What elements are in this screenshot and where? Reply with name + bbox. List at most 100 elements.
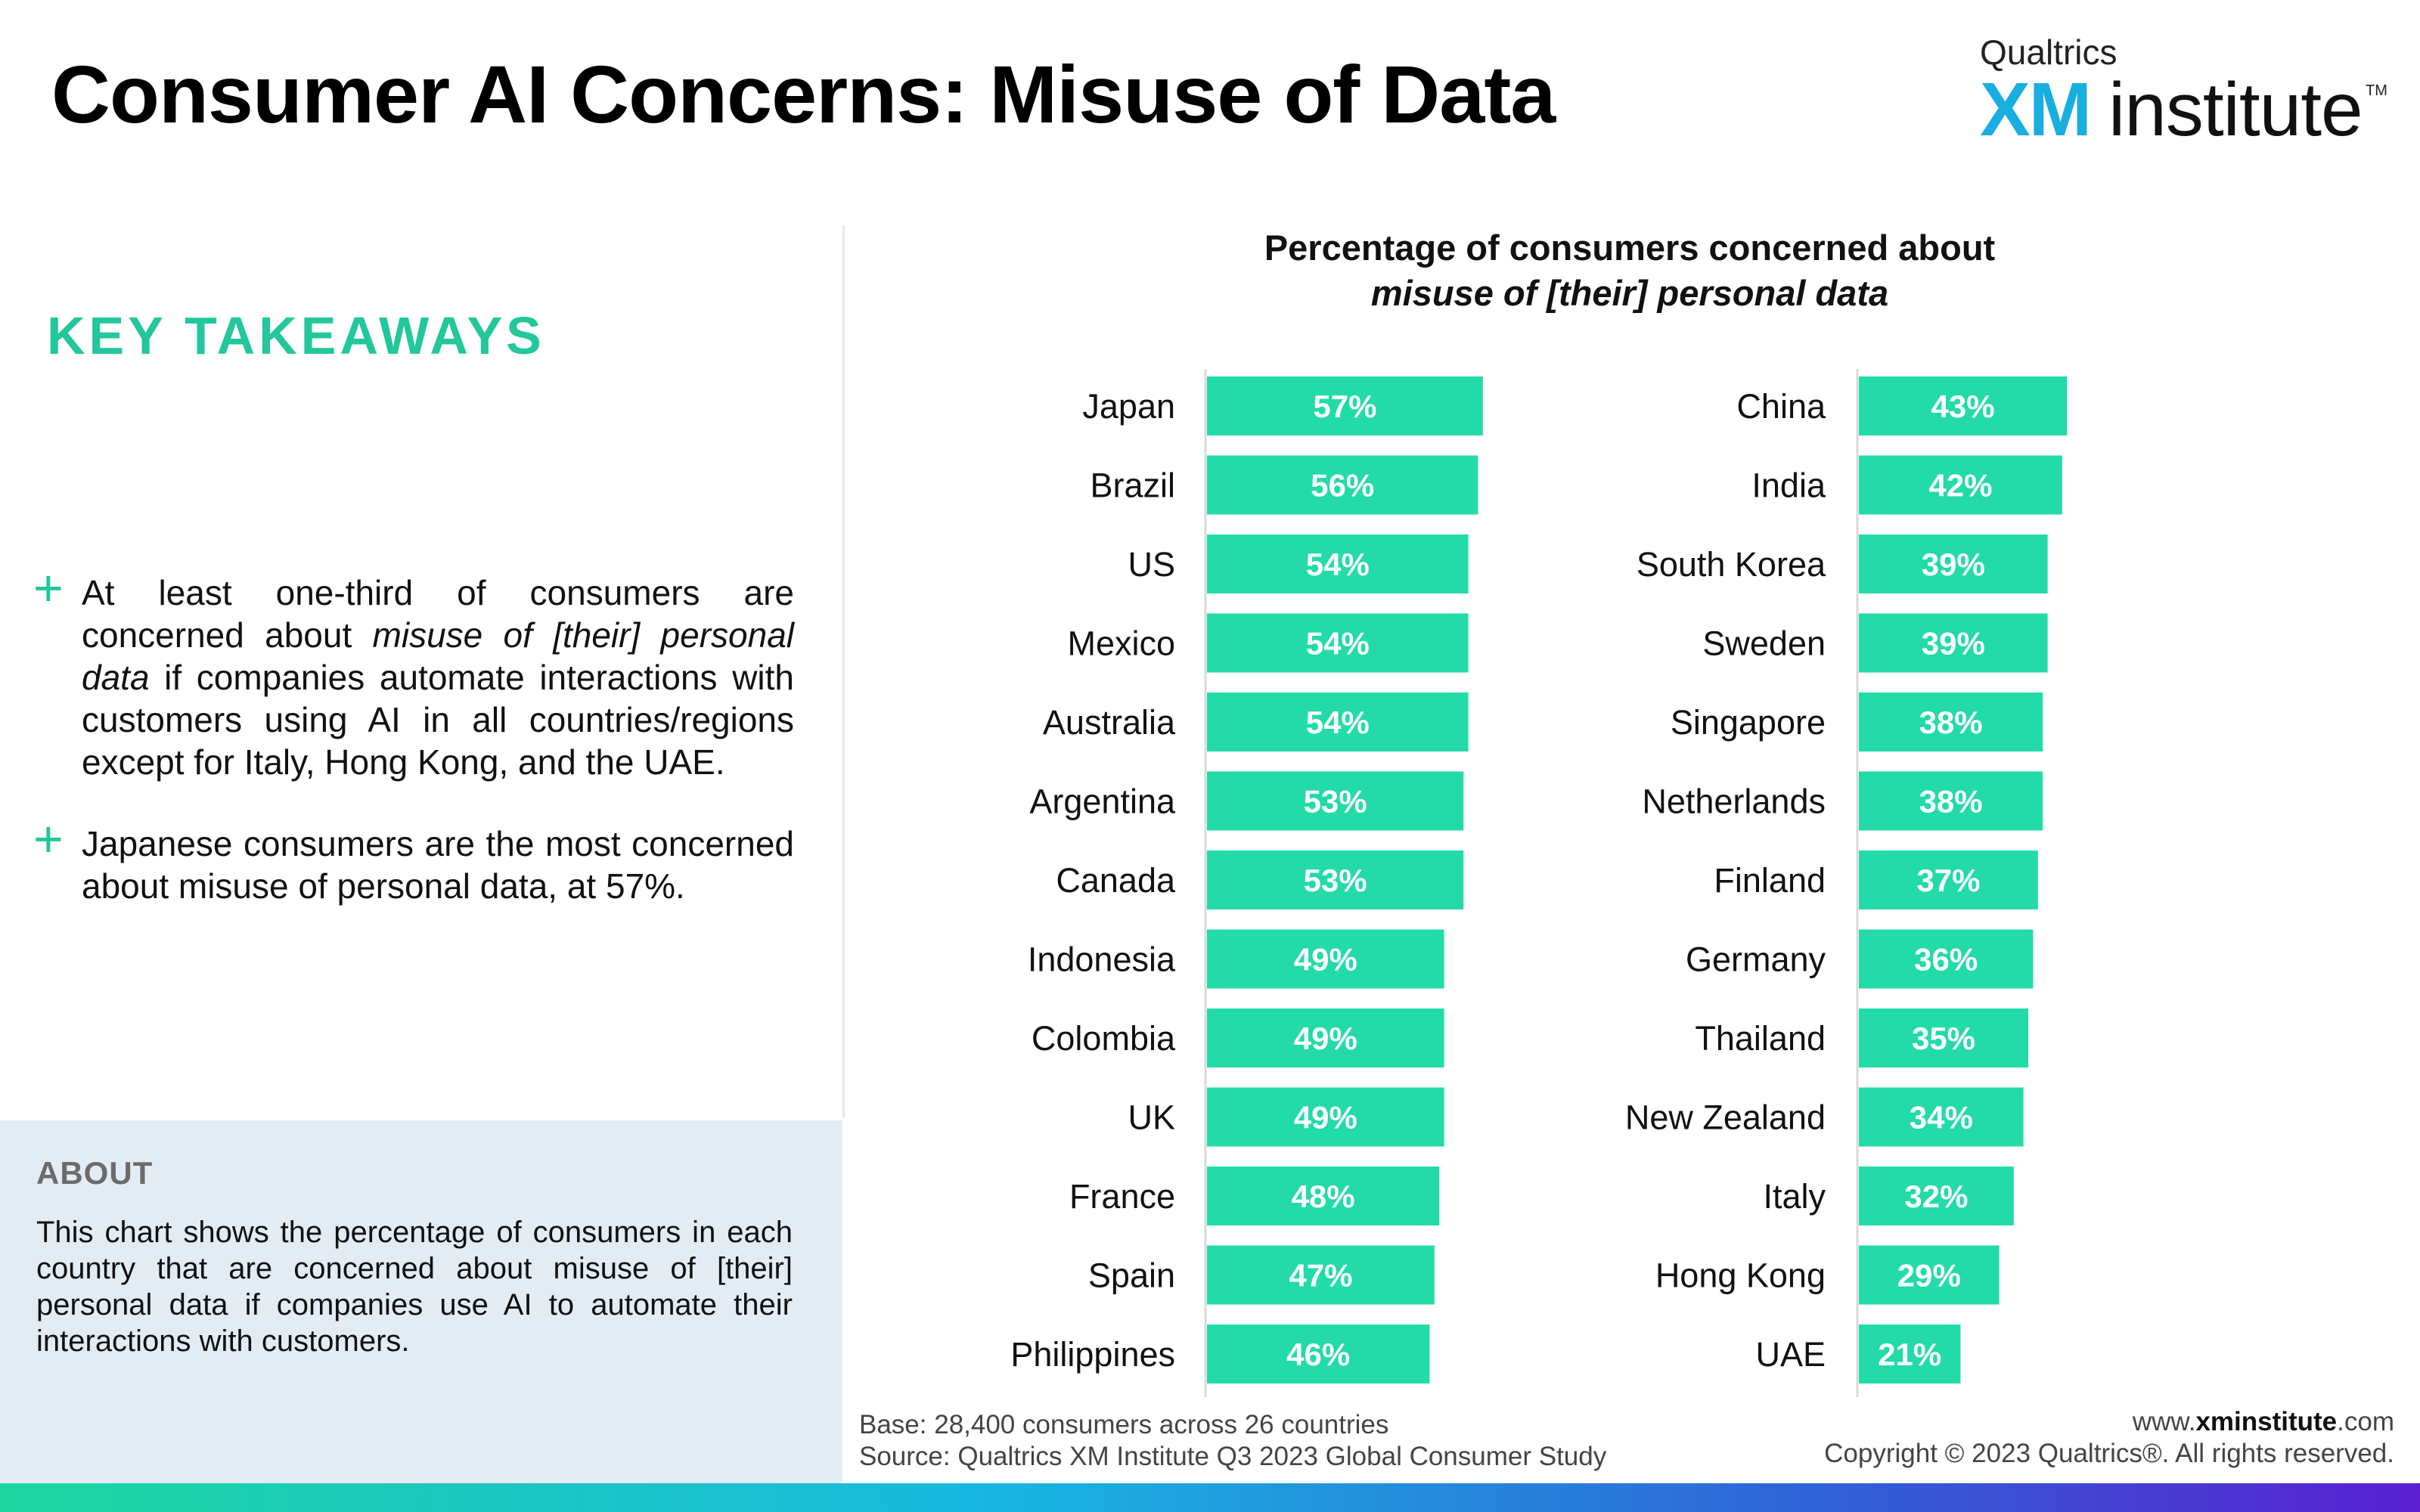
- category-label: US: [1128, 545, 1175, 584]
- bar-value-label: 57%: [1313, 389, 1376, 424]
- bar: [1207, 1087, 1444, 1147]
- bar-value-label: 49%: [1294, 942, 1357, 978]
- category-label: UK: [1128, 1098, 1175, 1137]
- bar: [1859, 1245, 2000, 1305]
- source-note: Source: Qualtrics XM Institute Q3 2023 G…: [859, 1442, 1607, 1471]
- bar-chart: Japan 57% Brazil 56% US 54% Mexico 54% Australia…: [1010, 369, 2068, 1397]
- bar-value-label: 53%: [1304, 784, 1367, 820]
- category-label: South Korea: [1637, 545, 1826, 584]
- category-label: Philippines: [1010, 1335, 1175, 1374]
- about-panel: ABOUT This chart shows the percentage of…: [0, 1120, 842, 1483]
- plus-icon: +: [33, 559, 64, 617]
- bar: [1859, 771, 2043, 831]
- category-label: UAE: [1755, 1335, 1826, 1374]
- logo-xm-text: XM: [1980, 67, 2092, 152]
- bar: [1859, 376, 2068, 435]
- category-label: New Zealand: [1625, 1098, 1826, 1137]
- bar-value-label: 21%: [1878, 1337, 1941, 1372]
- category-label: France: [1069, 1177, 1175, 1216]
- bar: [1207, 455, 1478, 515]
- copyright-block: www.xminstitute.com Copyright © 2023 Qua…: [1824, 1406, 2394, 1470]
- bar-value-label: 56%: [1311, 468, 1374, 503]
- plus-icon: +: [33, 810, 64, 868]
- base-note: Base: 28,400 consumers across 26 countri…: [859, 1410, 1389, 1439]
- category-label: Germany: [1686, 940, 1826, 979]
- bar-value-label: 54%: [1306, 626, 1370, 662]
- category-label: Colombia: [1032, 1019, 1176, 1058]
- bar: [1859, 1325, 1961, 1383]
- category-label: Netherlands: [1642, 782, 1826, 821]
- category-label: Sweden: [1702, 624, 1826, 663]
- bar-value-label: 46%: [1286, 1337, 1350, 1372]
- bar-value-label: 42%: [1928, 468, 1992, 503]
- category-label: Hong Kong: [1655, 1256, 1826, 1295]
- bar: [1859, 850, 2038, 909]
- bar: [1207, 771, 1464, 831]
- logo-tm-mark: TM: [2366, 82, 2387, 99]
- page-title: Consumer AI Concerns: Misuse of Data: [51, 48, 1556, 140]
- bar: [1207, 376, 1483, 435]
- bar: [1207, 534, 1469, 593]
- takeaways-list: + At least one-third of consumers are co…: [33, 562, 794, 947]
- bar-value-label: 38%: [1919, 705, 1983, 740]
- column-divider: [842, 225, 845, 1117]
- bottom-gradient-bar: [0, 1483, 2420, 1512]
- bar-value-label: 39%: [1922, 547, 1985, 582]
- website-link[interactable]: www.xminstitute.com: [2132, 1407, 2394, 1436]
- chart-title-line: Percentage of consumers concerned about: [1264, 228, 1996, 268]
- bar: [1207, 929, 1444, 989]
- category-label: Argentina: [1029, 782, 1176, 821]
- takeaway-item: + At least one-third of consumers are co…: [33, 562, 794, 783]
- takeaway-text: Japanese consumers are the most concerne…: [82, 824, 794, 906]
- category-label: Japan: [1082, 387, 1175, 426]
- bar-value-label: 43%: [1931, 389, 1995, 424]
- logo-institute-text: institute: [2108, 67, 2363, 152]
- category-label: Thailand: [1695, 1019, 1826, 1058]
- category-label: India: [1751, 466, 1826, 505]
- bar: [1859, 534, 2048, 593]
- bar-value-label: 54%: [1306, 705, 1370, 740]
- bar-value-label: 48%: [1292, 1179, 1355, 1214]
- bar: [1859, 1167, 2014, 1225]
- bar-value-label: 53%: [1304, 863, 1367, 898]
- takeaway-item: + Japanese consumers are the most concer…: [33, 813, 794, 907]
- bar-value-label: 36%: [1914, 942, 1978, 978]
- category-label: Indonesia: [1028, 940, 1176, 979]
- bar: [1859, 692, 2043, 751]
- bar: [1207, 1245, 1435, 1305]
- bar-value-label: 54%: [1306, 547, 1370, 582]
- bar: [1207, 613, 1469, 673]
- category-label: China: [1736, 387, 1826, 426]
- bar: [1859, 1087, 2024, 1147]
- xm-institute-logo: Qualtrics XM institute TM: [1980, 32, 2387, 152]
- bar: [1207, 692, 1469, 751]
- category-label: Finland: [1714, 861, 1826, 900]
- category-label: Spain: [1088, 1256, 1175, 1295]
- bar: [1859, 455, 2062, 515]
- bar: [1207, 1325, 1430, 1383]
- bar-value-label: 29%: [1897, 1258, 1961, 1294]
- bar: [1859, 1009, 2028, 1067]
- bar-value-label: 34%: [1910, 1100, 1973, 1136]
- about-heading: ABOUT: [36, 1155, 154, 1191]
- bar-value-label: 39%: [1922, 626, 1985, 662]
- bar-value-label: 35%: [1912, 1021, 1975, 1056]
- category-label: Singapore: [1671, 703, 1826, 742]
- bar-value-label: 49%: [1294, 1021, 1357, 1056]
- category-label: Brazil: [1090, 466, 1175, 505]
- bar-value-label: 47%: [1289, 1258, 1352, 1294]
- footnotes: Base: 28,400 consumers across 26 countri…: [859, 1409, 1606, 1473]
- bar-value-label: 32%: [1904, 1179, 1968, 1214]
- bar: [1207, 850, 1464, 909]
- bar: [1207, 1009, 1444, 1067]
- bar-value-label: 37%: [1916, 863, 1980, 898]
- takeaway-text: At least one-third of consumers are conc…: [82, 573, 794, 782]
- bar: [1859, 613, 2048, 673]
- category-label: Mexico: [1067, 624, 1175, 663]
- copyright-text: Copyright © 2023 Qualtrics®. All rights …: [1824, 1439, 2394, 1468]
- key-takeaways-heading: KEY TAKEAWAYS: [47, 306, 545, 365]
- logo-qualtrics-text: Qualtrics: [1980, 33, 2118, 72]
- category-label: Australia: [1043, 703, 1176, 742]
- category-label: Canada: [1056, 861, 1176, 900]
- bar-value-label: 49%: [1294, 1100, 1357, 1136]
